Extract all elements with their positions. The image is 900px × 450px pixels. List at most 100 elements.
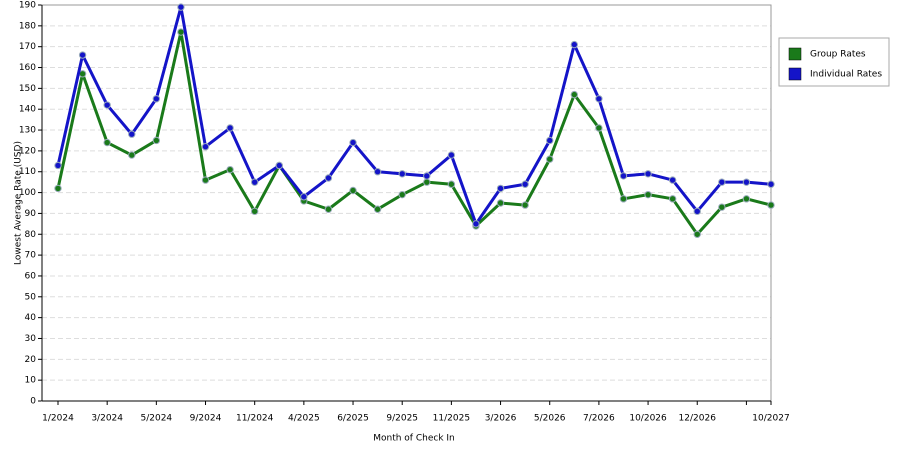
y-tick-label: 100 <box>19 188 36 198</box>
point <box>423 172 431 180</box>
legend-label: Group Rates <box>810 50 866 60</box>
point <box>742 178 751 186</box>
y-tick-label: 10 <box>25 376 37 386</box>
y-tick-label: 160 <box>19 63 36 73</box>
x-tick-label: 5/2026 <box>534 414 566 424</box>
point <box>349 138 357 147</box>
point <box>152 136 161 145</box>
point <box>546 155 554 163</box>
x-tick-label: 11/2024 <box>236 414 274 424</box>
point <box>324 174 333 182</box>
y-tick-label: 0 <box>30 397 36 407</box>
y-axis-label: Lowest Average Rate (USD) <box>14 141 24 265</box>
point <box>693 207 701 216</box>
point <box>275 161 283 170</box>
point <box>595 124 603 132</box>
x-tick-label: 3/2026 <box>485 414 517 424</box>
series-line <box>56 30 772 236</box>
point <box>398 170 406 178</box>
x-tick-label: 5/2024 <box>141 414 173 424</box>
y-tick-label: 140 <box>19 105 36 115</box>
y-tick-label: 20 <box>25 355 37 365</box>
x-tick-label: 11/2025 <box>433 414 470 424</box>
point <box>718 178 726 186</box>
point <box>128 151 136 159</box>
x-tick-label: 4/2025 <box>288 414 320 424</box>
y-tick-label: 60 <box>25 271 37 281</box>
point <box>644 170 652 178</box>
point <box>226 165 234 174</box>
point <box>619 172 628 180</box>
x-tick-label: 9/2025 <box>386 414 418 424</box>
point <box>496 199 505 207</box>
point <box>742 195 751 203</box>
point <box>693 230 701 238</box>
point <box>177 3 185 11</box>
y-tick-label: 80 <box>25 230 37 240</box>
legend-swatch <box>788 47 802 61</box>
point <box>546 136 554 145</box>
x-tick-label: 10/2027 <box>752 414 789 424</box>
x-tick-label: 3/2024 <box>91 414 123 424</box>
point <box>324 205 333 213</box>
x-tick-label: 7/2026 <box>583 414 615 424</box>
point <box>521 201 529 209</box>
y-tick-label: 150 <box>19 84 36 94</box>
y-tick-label: 130 <box>19 126 36 136</box>
point <box>373 168 382 176</box>
y-tick-label: 110 <box>19 167 36 177</box>
plot-frame <box>41 4 772 402</box>
point <box>570 40 579 49</box>
point <box>472 220 480 228</box>
point <box>447 180 456 188</box>
point <box>398 190 406 199</box>
point <box>201 143 210 151</box>
point <box>177 28 185 36</box>
point <box>226 124 234 132</box>
y-tick-label: 50 <box>25 292 37 302</box>
point <box>54 184 62 193</box>
point <box>128 130 136 138</box>
point <box>349 186 357 195</box>
point <box>78 51 87 59</box>
point <box>718 203 726 211</box>
y-tick-label: 30 <box>25 334 37 344</box>
point <box>496 184 505 193</box>
point <box>201 176 210 184</box>
point <box>250 178 259 186</box>
point <box>54 161 62 170</box>
point <box>103 101 111 109</box>
point <box>619 195 628 203</box>
point <box>644 190 652 199</box>
y-tick-label: 180 <box>19 21 36 31</box>
x-tick-label: 12/2026 <box>679 414 717 424</box>
point <box>521 180 529 188</box>
x-axis-label: Month of Check In <box>373 434 455 444</box>
point <box>767 180 775 188</box>
y-tick-label: 40 <box>25 313 37 323</box>
legend-swatch <box>788 67 802 81</box>
point <box>250 207 259 216</box>
point <box>767 201 775 209</box>
point <box>668 176 677 184</box>
point <box>103 138 111 147</box>
y-tick-label: 120 <box>19 146 36 156</box>
point <box>668 195 677 203</box>
point <box>447 151 456 159</box>
x-tick-label: 6/2025 <box>337 414 369 424</box>
point <box>152 95 161 103</box>
x-tick-label: 1/2024 <box>42 414 74 424</box>
y-tick-label: 90 <box>25 209 37 219</box>
point <box>373 205 382 213</box>
x-tick-label: 10/2026 <box>629 414 667 424</box>
point <box>595 95 603 103</box>
y-tick-label: 170 <box>19 42 36 52</box>
y-tick-label: 190 <box>19 1 36 11</box>
point <box>570 90 579 99</box>
y-tick-label: 70 <box>25 251 37 261</box>
point <box>300 193 308 201</box>
point <box>423 178 431 186</box>
series-line <box>56 5 772 226</box>
